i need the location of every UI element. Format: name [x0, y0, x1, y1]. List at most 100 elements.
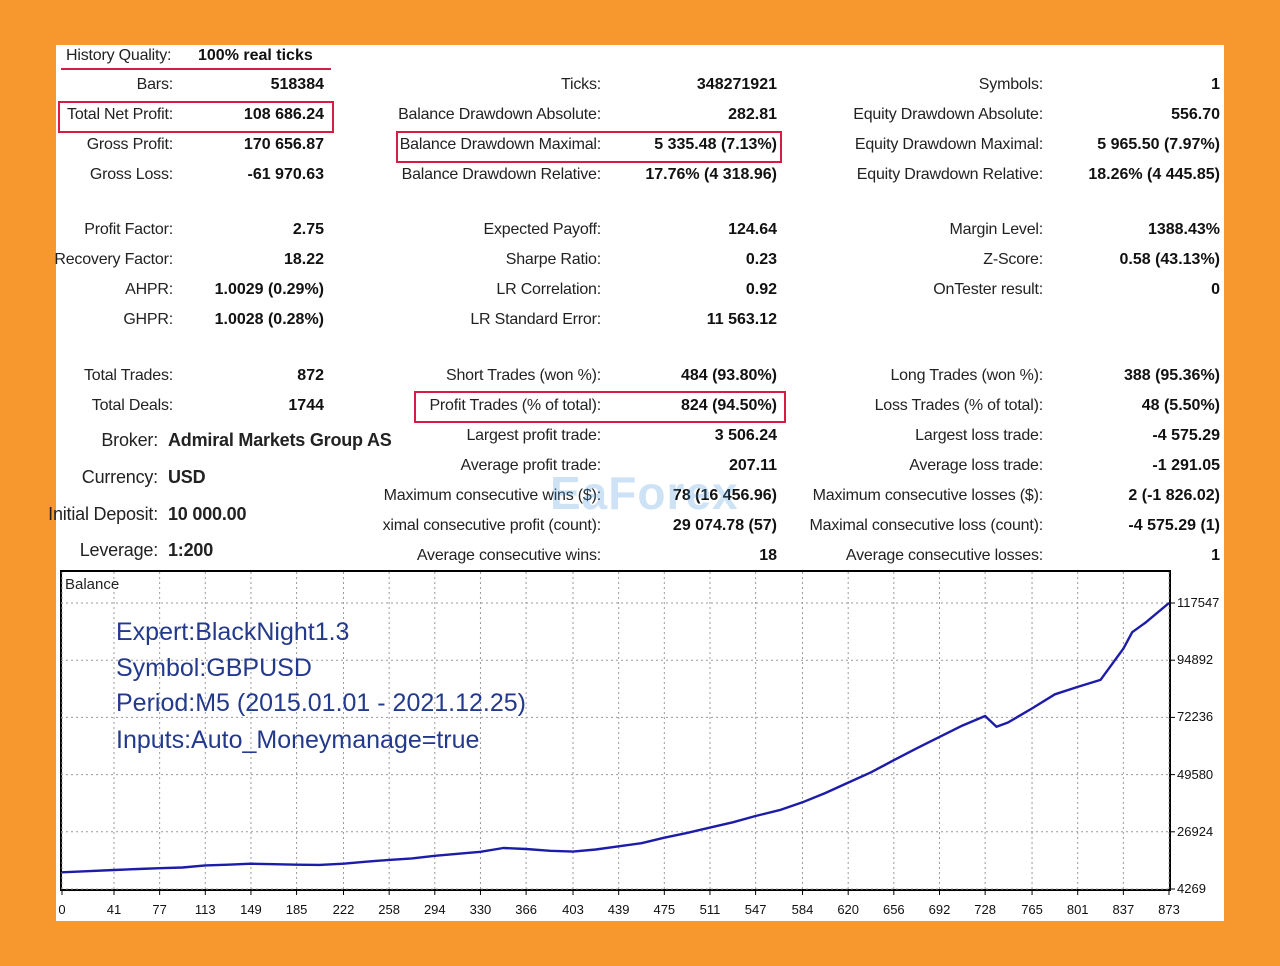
stat-label: OnTester result: [933, 281, 1043, 298]
y-tick-label: 4269 [1177, 881, 1206, 896]
account-label: Initial Deposit: [48, 504, 158, 524]
x-tick-label: 837 [1112, 902, 1135, 917]
info-expert: Expert:BlackNight1.3 [116, 618, 350, 646]
info-period: Period:M5 (2015.01.01 - 2021.12.25) [116, 689, 526, 717]
account-value: 10 000.00 [168, 504, 247, 524]
x-tick-label: 801 [1066, 902, 1089, 917]
stat-value: 1.0028 (0.28%) [214, 311, 324, 328]
highlight-balance-dd [396, 131, 782, 163]
stat-value: 518384 [270, 76, 324, 93]
stat-label: Short Trades (won %): [446, 367, 601, 384]
stat-value: 2.75 [292, 221, 324, 238]
info-inputs: Inputs:Auto_Moneymanage=true [116, 726, 480, 754]
stat-value: 48 (5.50%) [1141, 397, 1220, 414]
stat-label: Z-Score: [983, 251, 1043, 268]
watermark: EaForex [550, 467, 739, 519]
stat-label: Symbols: [978, 76, 1043, 93]
x-tick-label: 873 [1158, 902, 1180, 917]
x-tick-label: 439 [607, 902, 630, 917]
stat-label: Balance Drawdown Absolute: [398, 106, 601, 123]
stat-label: Bars: [136, 76, 174, 93]
stat-value: 18.26% (4 445.85) [1088, 166, 1220, 183]
x-tick-label: 149 [240, 902, 262, 917]
stat-label: AHPR: [125, 281, 173, 298]
stat-value: 824 (94.50%) [680, 397, 777, 414]
stat-value: 18 [759, 547, 777, 564]
stat-label: Profit Factor: [84, 221, 173, 238]
account-label: Leverage: [79, 540, 158, 560]
stat-value: 0.58 (43.13%) [1119, 251, 1220, 268]
highlight-profit-trades [414, 391, 786, 423]
account-value: 1:200 [168, 540, 214, 560]
stat-label: Sharpe Ratio: [505, 251, 601, 268]
stat-value: 3 506.24 [714, 427, 777, 444]
y-tick-label: 117547 [1177, 595, 1220, 610]
stat-label: Total Trades: [83, 367, 173, 384]
stat-label: Equity Drawdown Maximal: [854, 136, 1043, 153]
stat-value: 78 (16 456.96) [672, 487, 777, 504]
stat-label: Long Trades (won %): [890, 367, 1043, 384]
x-tick-label: 330 [469, 902, 492, 917]
stat-value: -4 575.29 (1) [1128, 517, 1220, 534]
stat-value: 282.81 [728, 106, 777, 123]
stat-value: 124.64 [728, 221, 777, 238]
account-value: USD [168, 467, 206, 487]
x-tick-label: 511 [699, 902, 721, 917]
x-tick-label: 77 [152, 902, 167, 917]
stat-label: Total Net Profit: [67, 106, 173, 123]
stat-label: Margin Level: [949, 221, 1044, 238]
quality-underline [61, 68, 331, 70]
stat-label: Balance Drawdown Relative: [401, 166, 602, 183]
stat-label: Largest profit trade: [466, 427, 601, 444]
stat-value: 0.23 [745, 251, 777, 268]
y-tick-label: 49580 [1177, 766, 1214, 782]
x-tick-label: 475 [653, 902, 676, 917]
account-value: Admiral Markets Group AS [168, 430, 392, 450]
stat-value: -61 970.63 [247, 166, 324, 183]
stat-value: 1 [1211, 76, 1220, 93]
stat-label: Expected Payoff: [483, 221, 602, 238]
stat-label: GHPR: [123, 311, 173, 328]
y-tick-label: 72236 [1177, 709, 1214, 725]
account-label: Broker: [101, 430, 158, 450]
stat-value: 556.70 [1171, 106, 1220, 123]
stat-value: 17.76% (4 318.96) [645, 166, 777, 183]
stat-value: 11 563.12 [706, 311, 777, 328]
x-tick-label: 294 [423, 902, 446, 917]
stat-label: Equity Drawdown Relative: [856, 166, 1043, 183]
x-tick-label: 620 [837, 902, 860, 917]
stat-label: Maximal consecutive loss (count): [809, 517, 1044, 534]
stat-value: 29 074.78 (57) [672, 517, 777, 534]
stat-label: Equity Drawdown Absolute: [853, 106, 1043, 123]
stat-value: 5 965.50 (7.97%) [1097, 136, 1220, 153]
stat-label: Average loss trade: [909, 457, 1043, 474]
stat-value: -4 575.29 [1152, 427, 1220, 444]
x-tick-label: 403 [562, 902, 584, 917]
stat-label: Balance Drawdown Maximal: [399, 136, 602, 153]
stat-value: 388 (95.36%) [1123, 367, 1220, 384]
stat-value: 872 [297, 367, 324, 384]
x-tick-label: 0 [58, 902, 66, 917]
stat-value: 170 656.87 [243, 136, 324, 153]
stat-label: Gross Loss: [89, 166, 173, 183]
stat-label: Loss Trades (% of total): [874, 397, 1044, 414]
stat-value: 484 (93.80%) [680, 367, 777, 384]
stat-value: 207.11 [728, 457, 777, 474]
x-tick-label: 366 [515, 902, 537, 917]
stat-value: 0.92 [745, 281, 777, 298]
stat-value: 1.0029 (0.29%) [214, 281, 324, 298]
stat-value: 1744 [288, 397, 324, 414]
stat-value: 2 (-1 826.02) [1128, 487, 1220, 504]
stat-label: Total Deals: [91, 397, 173, 414]
highlight-net-profit [58, 101, 334, 133]
stat-label: ximal consecutive profit (count): [382, 517, 602, 534]
x-tick-label: 41 [106, 902, 122, 917]
y-tick-label: 94892 [1177, 652, 1214, 668]
history-quality-value: 100% real ticks [198, 47, 313, 64]
stat-value: 108 686.24 [243, 106, 324, 123]
stat-label: Average consecutive losses: [845, 547, 1043, 564]
x-tick-label: 692 [928, 902, 951, 917]
stat-label: Maximum consecutive losses ($): [812, 487, 1044, 504]
stat-value: 0 [1211, 281, 1220, 298]
stat-label: Recovery Factor: [54, 251, 173, 268]
